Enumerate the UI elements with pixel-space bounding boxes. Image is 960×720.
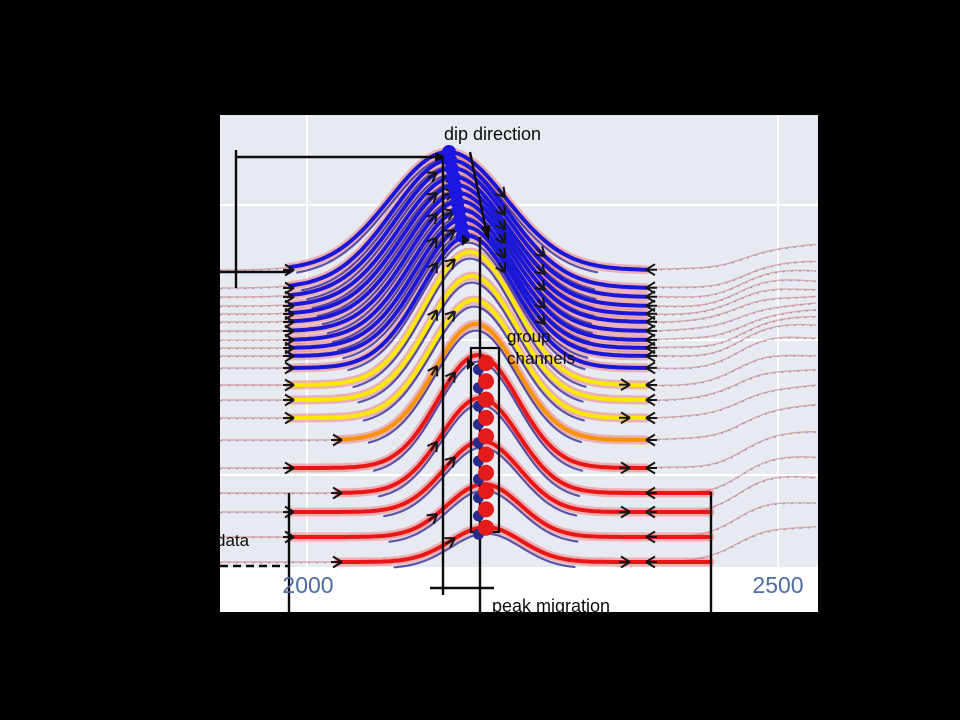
dip-marker-glyph — [618, 378, 631, 392]
dip-marker-glyph — [645, 433, 657, 447]
arrowhead — [480, 225, 491, 241]
dip-marker-glyph — [495, 261, 507, 274]
dip-marker-glyph — [494, 219, 506, 231]
dip-marker-glyph — [534, 263, 546, 276]
dip-direction-label: dip direction — [444, 124, 542, 144]
dip-marker-glyph — [427, 309, 439, 321]
dip-marker-glyph — [444, 537, 456, 549]
dip-marker-glyph — [444, 258, 456, 270]
dip-marker-glyph — [645, 349, 657, 363]
seismic-figure: dip direction group channels peak migrat… — [220, 115, 818, 612]
x-tick-2000: 2000 — [282, 572, 334, 598]
peak-migration-label: peak migration — [492, 596, 611, 612]
dip-marker-glyph — [534, 297, 546, 309]
dip-marker-glyph — [444, 456, 456, 468]
dip-marker-glyph — [427, 365, 439, 377]
group-channels-label: group channels — [507, 327, 576, 368]
dip-marker-glyph — [444, 229, 456, 241]
dip-marker-glyph — [645, 530, 657, 544]
dip-marker-glyph — [495, 232, 506, 245]
dip-marker-glyph — [645, 263, 657, 277]
dip-marker-glyph — [426, 212, 438, 225]
dip-marker-glyph — [618, 411, 631, 425]
dip-marker-glyph — [534, 245, 546, 258]
dip-marker-glyph — [426, 236, 438, 249]
channel-dots-red — [473, 355, 494, 540]
dip-marker-glyph — [331, 555, 343, 569]
black-triangle-marker — [467, 358, 475, 370]
dip-marker-glyph — [495, 247, 506, 259]
black-triangle-marker — [462, 234, 470, 246]
dip-marker-glyph — [645, 411, 657, 425]
dip-marker-glyph — [283, 378, 295, 392]
dip-marker-glyph — [426, 513, 438, 525]
dip-marker-glyph — [494, 186, 506, 199]
dip-marker-glyph — [444, 310, 456, 322]
dip-marker-glyph — [645, 393, 657, 407]
dip-marker-glyph — [331, 433, 343, 447]
dip-marker-glyph — [283, 393, 295, 407]
dip-marker-glyph — [645, 555, 657, 569]
dip-marker-glyph — [618, 555, 631, 569]
dip-marker-glyph — [426, 171, 438, 183]
dip-marker-glyph — [645, 461, 657, 475]
dip-marker-glyph — [494, 204, 506, 217]
dip-marker-glyph — [283, 361, 295, 375]
dip-marker-glyph — [645, 505, 657, 519]
dip-marker-glyph — [426, 192, 438, 204]
dip-marker-glyph — [618, 505, 631, 519]
dip-marker-glyph — [283, 461, 295, 475]
arrowhead — [435, 152, 449, 162]
dip-marker-glyph — [283, 349, 295, 363]
horizon-plot-canvas — [220, 115, 818, 612]
dip-marker-glyph — [426, 440, 438, 453]
dip-marker-glyph — [283, 411, 295, 425]
dip-marker-glyph — [534, 313, 546, 326]
dip-marker-glyph — [444, 371, 456, 383]
dip-marker-glyph — [331, 486, 343, 500]
dip-marker-glyph — [534, 279, 546, 292]
dip-marker-glyph — [427, 261, 438, 274]
x-tick-2500: 2500 — [752, 572, 804, 598]
data-label: data — [220, 531, 250, 550]
dip-marker-glyph — [645, 361, 657, 375]
dip-marker-glyph — [645, 486, 657, 500]
dip-marker-glyph — [645, 378, 657, 392]
dip-marker-glyph — [618, 461, 631, 475]
dip-markers — [283, 170, 657, 569]
